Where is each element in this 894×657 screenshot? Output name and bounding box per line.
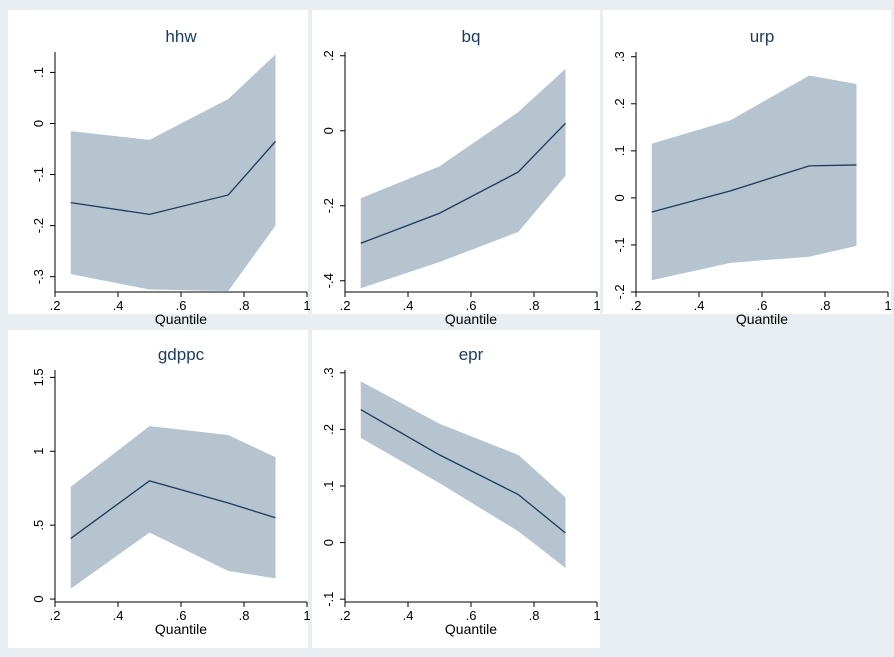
x-tick-label: .6 xyxy=(176,608,187,623)
x-tick-label: .2 xyxy=(631,298,642,313)
confidence-band xyxy=(360,381,566,569)
y-tick-label: 1 xyxy=(31,448,46,455)
x-tick-label: .8 xyxy=(529,298,540,313)
y-tick-label: 1.5 xyxy=(31,368,46,386)
estimate-line xyxy=(70,140,276,216)
estimate-line xyxy=(70,480,276,539)
panel-title: epr xyxy=(459,345,484,364)
x-axis-label: Quantile xyxy=(155,311,207,327)
x-tick-label: .4 xyxy=(403,608,414,623)
panel-title: hhw xyxy=(165,27,197,46)
x-axis-label: Quantile xyxy=(445,311,497,327)
y-tick-label: -.2 xyxy=(612,284,627,299)
y-tick-label: 0 xyxy=(321,127,336,134)
y-tick-label: 0 xyxy=(612,194,627,201)
y-tick-label: -.1 xyxy=(31,167,46,182)
y-tick-label: .5 xyxy=(31,520,46,531)
x-tick-label: .8 xyxy=(239,298,250,313)
y-tick-label: 0 xyxy=(31,595,46,602)
confidence-band xyxy=(651,75,857,281)
y-tick-label: -.1 xyxy=(321,592,336,607)
x-tick-label: .8 xyxy=(239,608,250,623)
estimate-line xyxy=(651,164,857,213)
y-tick-label: .2 xyxy=(321,424,336,435)
y-tick-label: 0 xyxy=(321,539,336,546)
panel-hhw: hhw .2 .4 .6 .8 1 -.3 -.2 -.1 0 .1 Quantile xyxy=(8,10,311,327)
y-tick-label: .2 xyxy=(612,98,627,109)
panel-title: bq xyxy=(462,27,481,46)
confidence-band xyxy=(70,54,276,291)
x-tick-label: 1 xyxy=(884,298,891,313)
panel-epr: epr .2 .4 .6 .8 1 -.1 0 .1 .2 .3 Quantile xyxy=(312,330,601,648)
panel-bq: bq .2 .4 .6 .8 1 -.4 -.2 0 .2 Quantile xyxy=(312,10,601,327)
y-tick-label: -.2 xyxy=(321,198,336,213)
x-tick-label: 1 xyxy=(593,298,600,313)
estimate-line xyxy=(360,409,566,534)
confidence-band xyxy=(70,426,276,589)
y-tick-label: .3 xyxy=(321,367,336,378)
y-tick-label: -.2 xyxy=(31,218,46,233)
x-tick-label: .4 xyxy=(113,608,124,623)
y-tick-label: -.3 xyxy=(31,269,46,284)
estimate-line xyxy=(360,122,566,244)
x-tick-label: .2 xyxy=(50,298,61,313)
y-tick-label: 0 xyxy=(31,120,46,127)
x-tick-label: .4 xyxy=(403,298,414,313)
x-tick-label: 1 xyxy=(303,608,310,623)
x-tick-label: 1 xyxy=(303,298,310,313)
y-tick-label: .1 xyxy=(321,481,336,492)
panel-urp: urp .2 .4 .6 .8 1 -.2 -.1 0 .1 .2 .3 Quantile xyxy=(603,10,892,327)
panel-title: gdppc xyxy=(158,345,205,364)
x-tick-label: .8 xyxy=(529,608,540,623)
x-tick-label: .6 xyxy=(466,608,477,623)
y-tick-label: -.1 xyxy=(612,237,627,252)
x-tick-label: .4 xyxy=(113,298,124,313)
x-tick-label: .4 xyxy=(694,298,705,313)
panel-title: urp xyxy=(750,27,775,46)
x-tick-label: .2 xyxy=(340,608,351,623)
panel-gdppc: gdppc .2 .4 .6 .8 1 0 .5 1 1.5 Quantile xyxy=(8,330,311,648)
x-axis-label: Quantile xyxy=(445,621,497,637)
y-tick-label: .3 xyxy=(612,51,627,62)
x-axis-label: Quantile xyxy=(736,311,788,327)
x-tick-label: .6 xyxy=(176,298,187,313)
confidence-band xyxy=(360,68,566,289)
x-tick-label: .8 xyxy=(820,298,831,313)
x-tick-label: .6 xyxy=(466,298,477,313)
x-tick-label: 1 xyxy=(593,608,600,623)
y-tick-label: .1 xyxy=(31,67,46,78)
y-tick-label: -.4 xyxy=(321,273,336,288)
x-tick-label: .6 xyxy=(757,298,768,313)
x-tick-label: .2 xyxy=(50,608,61,623)
x-axis-label: Quantile xyxy=(155,621,207,637)
y-tick-label: .2 xyxy=(321,50,336,61)
x-tick-label: .2 xyxy=(340,298,351,313)
y-tick-label: .1 xyxy=(612,145,627,156)
